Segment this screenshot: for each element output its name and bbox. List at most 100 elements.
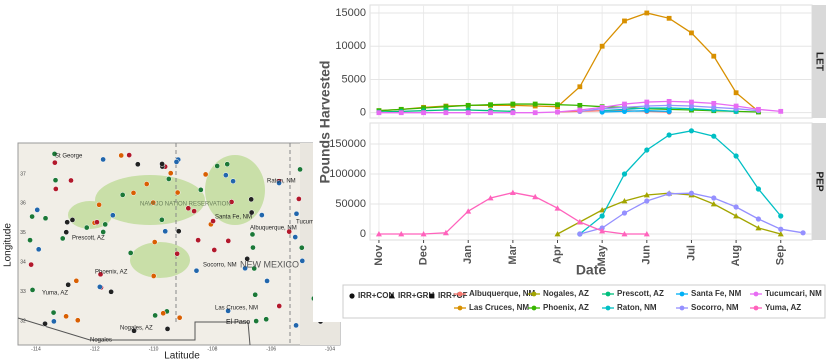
legend-label: Nogales, AZ — [543, 289, 589, 298]
site-dot — [30, 214, 35, 219]
site-dot — [166, 176, 171, 181]
site-dot — [296, 196, 301, 201]
site-dot — [198, 187, 203, 192]
marker — [488, 102, 493, 107]
marker — [734, 204, 739, 209]
marker — [689, 100, 694, 105]
map-x-tick-label: -114 — [31, 346, 41, 352]
site-dot — [66, 282, 71, 287]
marker — [667, 109, 672, 114]
marker — [644, 198, 649, 203]
map-y-tick-label: 32 — [20, 318, 26, 324]
site-dot — [253, 292, 258, 297]
site-dot — [68, 178, 73, 183]
site-dot — [36, 247, 41, 252]
marker — [689, 128, 694, 133]
marker — [778, 213, 783, 218]
site-dot — [135, 162, 140, 167]
site-dot — [84, 225, 89, 230]
marker — [778, 227, 783, 232]
site-dot — [225, 162, 230, 167]
x-tick-label: Jun — [641, 245, 653, 265]
site-dot — [101, 229, 106, 234]
marker — [600, 105, 605, 110]
map-x-label: Latitude — [164, 351, 200, 362]
marker — [600, 44, 605, 49]
terrain — [130, 242, 190, 278]
place-label: Phoenix, AZ — [95, 270, 128, 276]
site-dot — [299, 245, 304, 250]
map-panel: St George Raton, NM Santa Fe, NM Albuque… — [3, 143, 340, 362]
place-label: NEW MEXICO — [240, 259, 299, 269]
legend-label: IRR+OF — [438, 291, 468, 300]
site-dot — [120, 192, 125, 197]
site-dot — [163, 229, 168, 234]
marker — [756, 216, 761, 221]
legend-label: Las Cruces, NM — [469, 303, 529, 312]
site-dot — [29, 262, 34, 267]
site-dot — [151, 273, 156, 278]
marker — [577, 84, 582, 89]
y-tick-label: 5000 — [342, 73, 366, 85]
legend-label: Raton, NM — [617, 303, 657, 312]
marker — [778, 109, 783, 114]
site-dot — [94, 220, 99, 225]
site-dot — [101, 157, 106, 162]
site-dot — [196, 238, 201, 243]
marker — [622, 210, 627, 215]
site-dot — [109, 289, 114, 294]
map-y-tick-label: 35 — [20, 230, 26, 236]
legend-key — [458, 292, 463, 297]
map-x-tick-label: -106 — [266, 346, 276, 352]
site-dot — [277, 303, 282, 308]
legend-key — [532, 306, 537, 311]
marker — [667, 16, 672, 21]
site-dot — [168, 171, 173, 176]
site-dot — [153, 313, 158, 318]
y-tick-label: 100000 — [329, 168, 366, 180]
marker — [756, 107, 761, 112]
site-dot — [35, 207, 40, 212]
site-dot — [51, 319, 56, 324]
place-label: NAVAJO NATION RESERVATION — [140, 202, 231, 208]
site-dot — [254, 318, 259, 323]
x-tick-label: Jan — [462, 245, 474, 264]
legend-label: Tucumcari, NM — [765, 289, 822, 298]
site-dot — [110, 213, 115, 218]
marker — [711, 134, 716, 139]
place-label: Nogales, AZ — [120, 326, 153, 332]
marker — [667, 132, 672, 137]
marker — [399, 110, 404, 115]
site-dot — [250, 232, 255, 237]
legend-key — [606, 292, 611, 297]
marker — [443, 110, 448, 115]
site-dot — [30, 287, 35, 292]
site-dot — [75, 318, 80, 323]
y-tick-label: 15000 — [335, 7, 366, 19]
x-tick-label: Sep — [775, 245, 787, 265]
marker — [577, 231, 582, 236]
marker — [689, 191, 694, 196]
site-dot — [175, 190, 180, 195]
y-axis-label: Pounds Harvested — [317, 61, 333, 184]
map-y-label: Longitude — [3, 223, 14, 267]
marker — [488, 110, 493, 115]
marker — [667, 99, 672, 104]
site-dot — [63, 314, 68, 319]
marker — [711, 54, 716, 59]
site-dot — [230, 179, 235, 184]
site-dot — [264, 278, 269, 283]
site-dot — [27, 238, 32, 243]
place-label: Santa Fe, NM — [215, 215, 252, 221]
site-dot — [175, 251, 180, 256]
site-dot — [192, 209, 197, 214]
site-dot — [293, 323, 298, 328]
marker — [510, 110, 515, 115]
site-dot — [103, 222, 108, 227]
site-dot — [51, 310, 56, 315]
marker — [711, 195, 716, 200]
legend-key — [532, 292, 537, 297]
x-tick-label: Dec — [417, 245, 429, 265]
legend-key — [606, 306, 611, 311]
site-dot — [212, 247, 217, 252]
